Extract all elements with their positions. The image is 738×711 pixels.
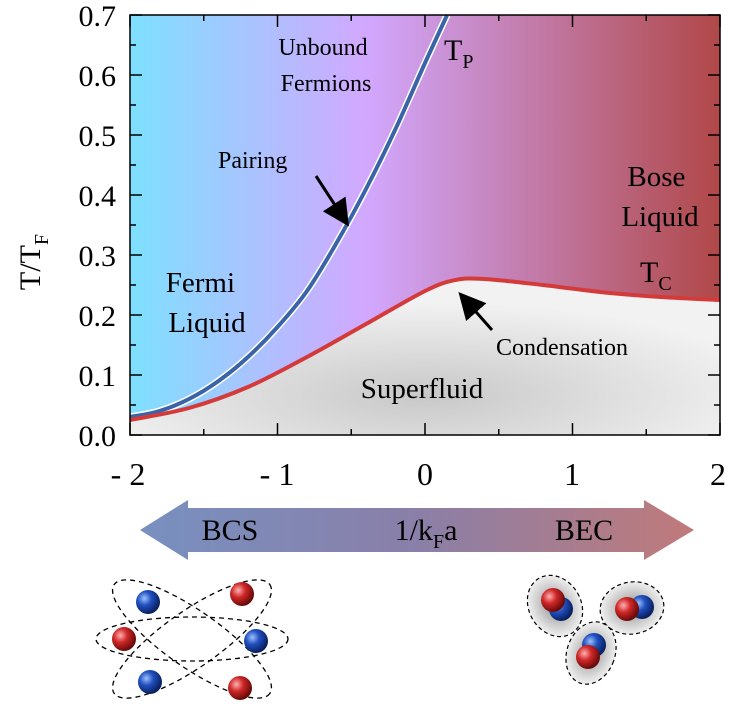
- x-tick-label: - 2: [111, 456, 146, 492]
- bec-molecules-illustration: [526, 574, 665, 685]
- fermi-liquid-label: Fermi Liquid: [166, 267, 246, 339]
- tc-curve-label: TC: [640, 256, 672, 295]
- y-tick-label: 0.7: [79, 0, 117, 33]
- blue-fermion: [136, 590, 160, 614]
- y-tick-label: 0.0: [79, 420, 117, 453]
- tc-condensation-curve: [130, 276, 720, 422]
- y-tick-label: 0.1: [79, 360, 117, 393]
- red-fermion: [112, 627, 136, 651]
- x-tick-label: 1: [564, 456, 580, 492]
- red-fermion: [228, 676, 252, 700]
- red-fermion: [230, 582, 254, 606]
- blue-fermion: [244, 629, 268, 653]
- bcs-pairs-illustration: [95, 579, 289, 700]
- y-tick-marks: [130, 14, 720, 436]
- crossover-arrow-bar: [140, 500, 694, 560]
- bcs-pair-orbit: [111, 579, 273, 699]
- pairing-label: Pairing: [218, 148, 287, 174]
- x-tick-label: 2: [710, 456, 726, 492]
- x-tick-label: 0: [417, 456, 433, 492]
- pairing-arrow: [314, 175, 349, 227]
- bcs-pair-orbit: [95, 616, 289, 662]
- bcs-pair-orbit: [111, 579, 273, 699]
- condensation-label: Condensation: [496, 335, 628, 361]
- superfluid-label: Superfluid: [361, 373, 484, 405]
- y-tick-label: 0.6: [79, 60, 117, 93]
- coupling-parameter-label: 1/kFa: [395, 514, 458, 553]
- bec-label: BEC: [555, 514, 613, 547]
- x-tick-marks: [129, 15, 721, 435]
- bec-molecule: [526, 574, 584, 638]
- condensation-arrow: [458, 291, 494, 331]
- x-tick-labels: - 2 - 1 0 1 2: [111, 456, 726, 492]
- y-tick-label: 0.2: [79, 300, 117, 333]
- y-tick-label: 0.5: [79, 120, 117, 153]
- unbound-fermions-label: Unbound Fermions: [278, 35, 373, 97]
- bec-molecule: [599, 581, 665, 635]
- bose-liquid-label: Bose Liquid: [621, 161, 699, 233]
- x-tick-label: - 1: [260, 456, 295, 492]
- tp-curve-label: TP: [444, 34, 473, 73]
- blue-fermion: [138, 670, 162, 694]
- bec-molecule: [565, 621, 617, 685]
- superfluid-region: [130, 278, 720, 435]
- y-tick-label: 0.3: [79, 240, 117, 273]
- y-tick-labels: 0.0 0.1 0.2 0.3 0.4 0.5 0.6 0.7: [79, 0, 117, 453]
- y-axis-title: T/TF: [14, 234, 53, 290]
- tp-pairing-curve: [130, 15, 449, 419]
- y-tick-label: 0.4: [79, 180, 117, 213]
- bcs-label: BCS: [202, 514, 259, 547]
